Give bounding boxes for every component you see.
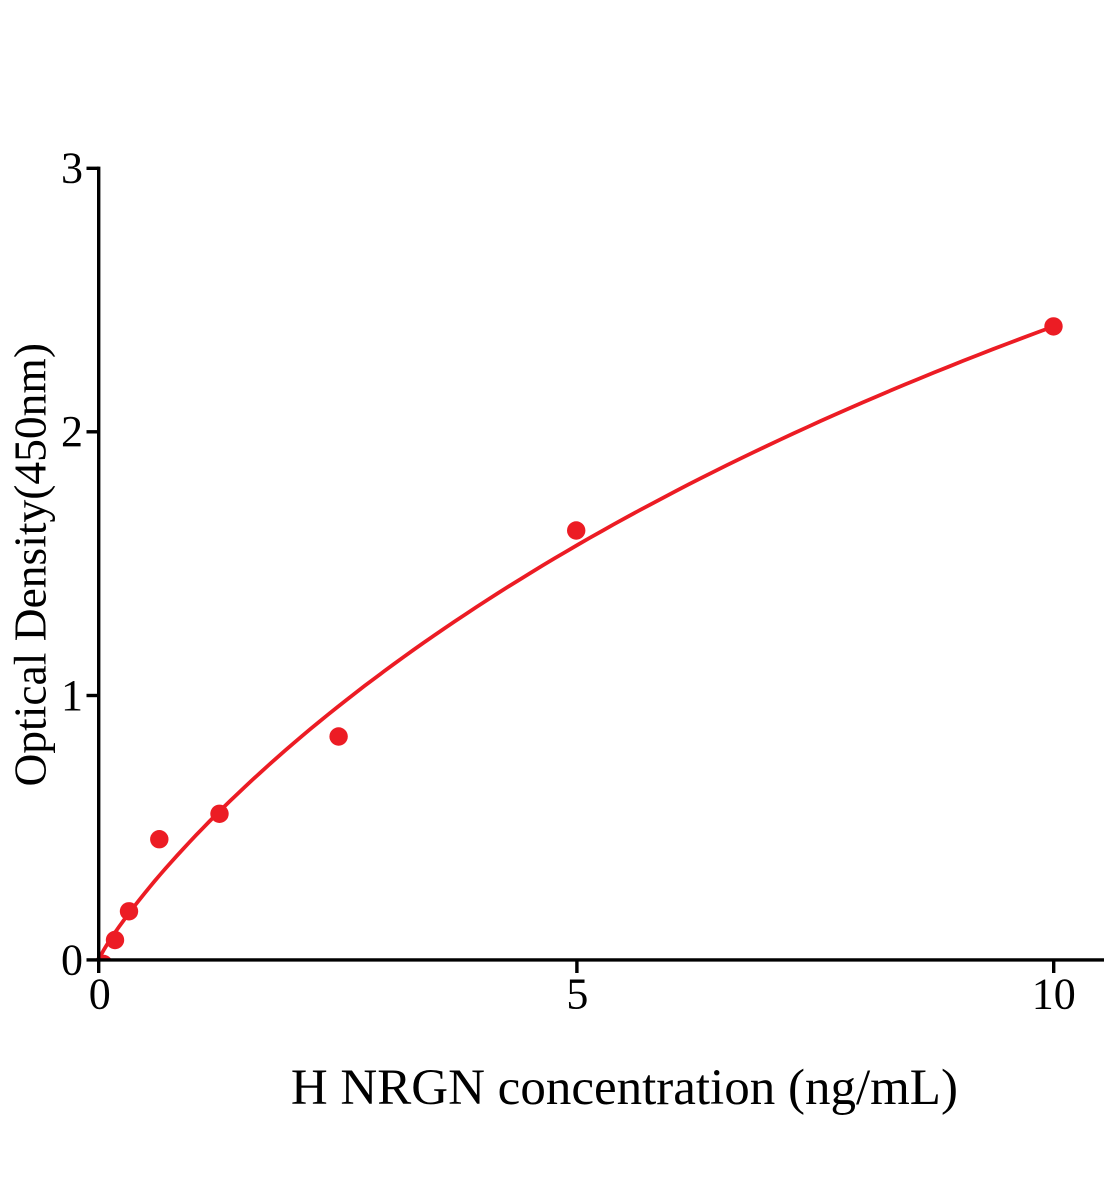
svg-text:0: 0 — [89, 970, 111, 1019]
svg-text:H NRGN concentration (ng/mL): H NRGN concentration (ng/mL) — [291, 1060, 958, 1116]
svg-text:10: 10 — [1032, 970, 1076, 1019]
svg-text:Optical Density(450nm): Optical Density(450nm) — [4, 343, 55, 787]
svg-text:0: 0 — [61, 935, 83, 984]
svg-text:5: 5 — [566, 970, 588, 1019]
svg-text:2: 2 — [61, 407, 83, 456]
svg-text:3: 3 — [61, 144, 83, 193]
svg-text:1: 1 — [61, 671, 83, 720]
